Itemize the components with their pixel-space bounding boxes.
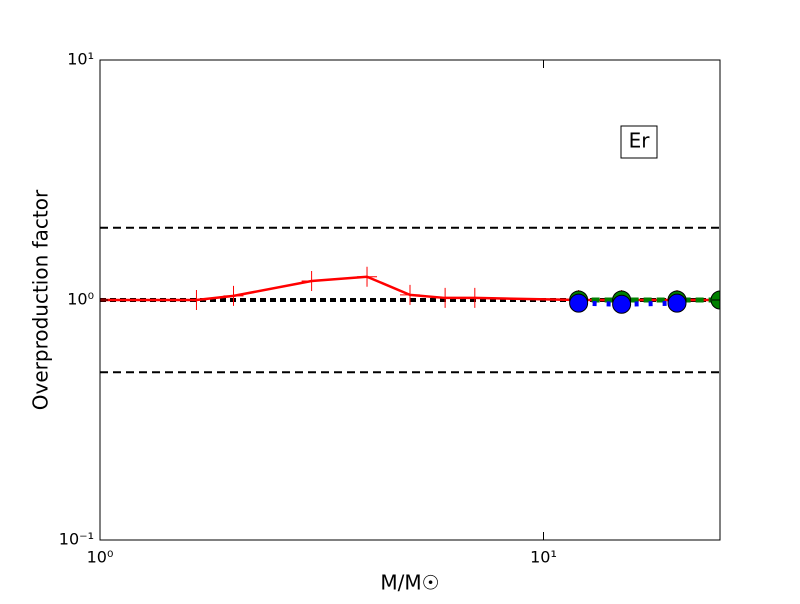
y-axis-label: Overproduction factor [29,189,53,410]
annotation: Er [629,129,651,153]
point-marker [464,287,485,308]
x-tick-label: 10¹ [530,548,557,567]
point-marker [569,293,589,313]
plot-area [100,226,720,374]
point-marker [223,285,244,306]
point-marker [357,266,378,287]
point-marker [435,287,456,308]
point-marker [612,294,632,314]
x-tick-label: 10⁰ [87,548,114,567]
y-tick-label: 10⁰ [67,290,94,309]
point-marker [400,284,420,305]
point-marker [186,290,207,310]
y-tick-label: 10¹ [67,50,94,69]
y-tick-label: 10⁻¹ [59,530,94,549]
x-axis-label: M/M☉ [380,571,439,595]
point-marker [667,293,687,313]
annotation-box [620,125,658,159]
point-marker [301,270,322,291]
